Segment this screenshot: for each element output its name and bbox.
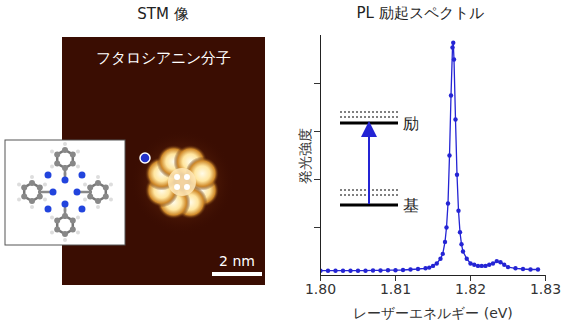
svg-text:フタロシアニン分子: フタロシアニン分子	[96, 49, 231, 67]
html-text:PL 励起スペクトル: PL 励起スペクトル	[356, 4, 484, 22]
svg-text:STM 像: STM 像	[137, 5, 188, 23]
svg-text:1.81: 1.81	[380, 281, 411, 297]
svg-text:基: 基	[403, 196, 419, 215]
svg-text:励: 励	[403, 114, 419, 133]
svg-text:1.80: 1.80	[305, 281, 336, 297]
svg-text:1.83: 1.83	[530, 281, 561, 297]
svg-text:2 nm: 2 nm	[219, 253, 255, 269]
svg-text:1.82: 1.82	[455, 281, 486, 297]
svg-text:発光強度: 発光強度	[297, 128, 313, 184]
svg-text:レーザーエネルギー (eV): レーザーエネルギー (eV)	[353, 305, 513, 321]
